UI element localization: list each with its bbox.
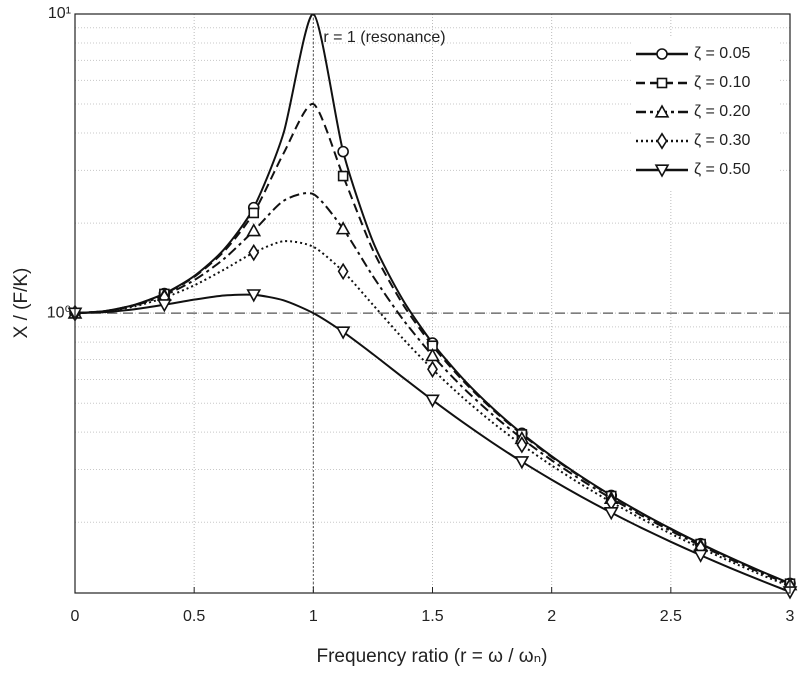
annotation: r = 1 (resonance) — [323, 29, 445, 46]
legend-label: ζ = 0.30 — [694, 132, 751, 149]
marker — [337, 262, 349, 281]
y-tick-label: 10⁰ — [47, 304, 71, 321]
marker — [425, 394, 440, 408]
marker — [335, 221, 351, 235]
marker — [246, 223, 262, 237]
marker — [248, 243, 260, 262]
marker — [335, 326, 351, 340]
x-tick-label: 0 — [71, 608, 80, 625]
marker — [157, 299, 172, 313]
marker — [248, 207, 260, 219]
legend-label: ζ = 0.05 — [694, 45, 751, 62]
marker — [427, 360, 438, 378]
marker — [693, 549, 708, 563]
marker — [337, 170, 349, 182]
legend-box — [632, 36, 780, 189]
legend-marker — [654, 104, 670, 118]
legend-marker — [654, 164, 670, 178]
legend-marker — [656, 132, 668, 150]
marker — [425, 347, 440, 362]
marker — [246, 289, 262, 303]
x-tick-label: 0.5 — [183, 608, 205, 625]
x-tick-label: 1.5 — [421, 608, 443, 625]
marker — [603, 507, 619, 521]
marker — [514, 456, 530, 470]
marker — [516, 436, 528, 454]
legend-marker — [656, 48, 668, 60]
y-tick-label: 10¹ — [48, 5, 71, 22]
legend-label: ζ = 0.10 — [694, 74, 751, 91]
x-tick-label: 2 — [547, 608, 556, 625]
x-axis-label: Frequency ratio (r = ω / ωₙ) — [317, 646, 548, 667]
marker — [337, 145, 349, 158]
legend-label: ζ = 0.20 — [694, 103, 751, 120]
legend-marker — [656, 77, 668, 89]
legend-label: ζ = 0.50 — [694, 161, 751, 178]
y-axis-label: X / (F/K) — [11, 268, 32, 339]
x-tick-label: 2.5 — [660, 608, 682, 625]
x-tick-label: 3 — [786, 608, 795, 625]
plot-frame — [74, 13, 791, 594]
x-tick-label: 1 — [309, 608, 318, 625]
